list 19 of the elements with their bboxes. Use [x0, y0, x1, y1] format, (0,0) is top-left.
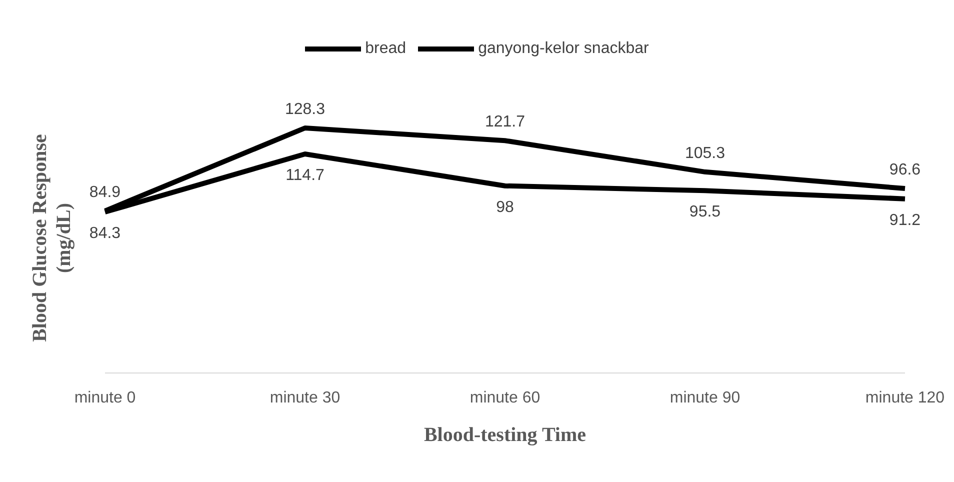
- x-tick-label: minute 90: [670, 389, 740, 406]
- x-axis-title: Blood-testing Time: [422, 424, 588, 447]
- data-label: 98: [496, 198, 514, 216]
- x-tick-label: minute 120: [865, 389, 945, 406]
- legend-label: ganyong-kelor snackbar: [478, 40, 649, 58]
- data-label: 128.3: [284, 101, 326, 118]
- data-label: 114.7: [286, 166, 325, 184]
- legend-label: bread: [365, 40, 406, 58]
- x-tick-label: minute 30: [270, 389, 340, 406]
- x-tick-label: minute 0: [74, 389, 136, 406]
- data-label: 105.3: [684, 144, 726, 162]
- data-label: 95.5: [689, 204, 721, 221]
- data-label: 96.6: [889, 162, 921, 179]
- data-label: 84.3: [89, 225, 121, 242]
- data-label: 84.9: [89, 184, 121, 201]
- data-label: 121.7: [484, 114, 526, 131]
- x-tick-label: minute 60: [470, 389, 540, 406]
- y-axis-title: Blood Glucose Response (mg/dL): [28, 134, 76, 342]
- data-label: 91.2: [889, 212, 921, 229]
